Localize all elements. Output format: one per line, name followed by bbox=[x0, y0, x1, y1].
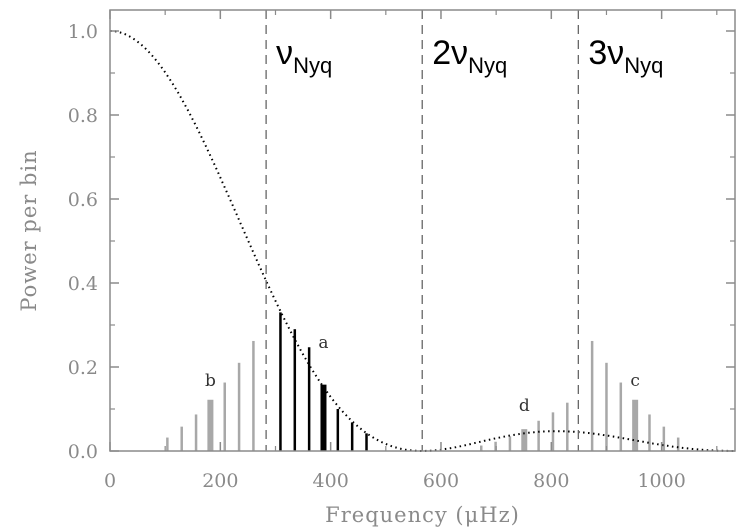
peak-annotation: b bbox=[205, 371, 216, 391]
bar bbox=[566, 402, 569, 451]
bar bbox=[194, 414, 198, 451]
bar bbox=[551, 412, 555, 451]
bar bbox=[207, 399, 214, 451]
x-tick-label: 400 bbox=[313, 470, 349, 492]
nyquist-label-symbol: ν bbox=[451, 34, 468, 72]
bar bbox=[537, 420, 540, 451]
bar bbox=[279, 312, 282, 451]
y-tick-label: 0.2 bbox=[68, 357, 98, 379]
plot-frame bbox=[109, 9, 736, 452]
peak-annotations: b a d c bbox=[205, 333, 640, 416]
bar bbox=[605, 362, 608, 451]
bar bbox=[365, 433, 368, 451]
bar bbox=[252, 340, 255, 451]
bar bbox=[180, 426, 183, 451]
bar bbox=[619, 382, 623, 451]
bar bbox=[676, 437, 680, 451]
axis-ticks: 0 200 400 600 800 1000 0.0 0.2 0.4 0.6 0.8 1.0 bbox=[68, 10, 735, 492]
bar bbox=[662, 426, 666, 451]
peak-annotation: c bbox=[630, 371, 640, 391]
bar bbox=[336, 409, 340, 451]
y-tick-label: 1.0 bbox=[68, 21, 98, 43]
x-tick-label: 1000 bbox=[637, 470, 685, 492]
nyquist-label-subscript: Nyq bbox=[293, 53, 332, 78]
x-tick-label: 200 bbox=[202, 470, 238, 492]
y-tick-label: 0.6 bbox=[68, 189, 98, 211]
bar bbox=[590, 340, 594, 451]
y-axis-title: Power per bin bbox=[17, 149, 41, 311]
nyquist-label-symbol: ν bbox=[276, 34, 293, 72]
x-tick-label: 0 bbox=[104, 470, 116, 492]
peak-annotation: a bbox=[318, 333, 328, 353]
nyquist-label-subscript: Nyq bbox=[468, 53, 507, 78]
bar bbox=[521, 429, 528, 451]
bar bbox=[223, 382, 226, 451]
nyquist-label-multiplier: 3 bbox=[588, 34, 607, 72]
x-tick-label: 600 bbox=[423, 470, 459, 492]
bar bbox=[166, 437, 169, 451]
bar bbox=[648, 414, 651, 451]
nyquist-label-subscript: Nyq bbox=[624, 53, 663, 78]
sinc-envelope-curve bbox=[110, 30, 734, 452]
nyquist-label: 3νNyq bbox=[588, 34, 663, 78]
y-tick-label: 0.0 bbox=[68, 441, 98, 463]
bar bbox=[237, 362, 241, 451]
bar bbox=[350, 422, 354, 451]
nyquist-label: νNyq bbox=[276, 34, 332, 78]
bar bbox=[479, 445, 483, 451]
peak-annotation: d bbox=[519, 396, 530, 416]
nyquist-labels: νNyq 2νNyq 3νNyq bbox=[276, 34, 663, 78]
y-tick-label: 0.8 bbox=[68, 105, 98, 127]
bar bbox=[307, 347, 311, 451]
nyquist-label-multiplier: 2 bbox=[432, 34, 451, 72]
bar bbox=[320, 384, 327, 451]
bar bbox=[632, 399, 639, 451]
nyquist-label: 2νNyq bbox=[432, 34, 507, 78]
nyquist-lines bbox=[265, 10, 579, 451]
x-tick-label: 800 bbox=[533, 470, 569, 492]
nyquist-label-symbol: ν bbox=[607, 34, 624, 72]
bar bbox=[293, 329, 297, 451]
y-tick-label: 0.4 bbox=[68, 273, 98, 295]
x-axis-title: Frequency (μHz) bbox=[325, 503, 520, 527]
bar bbox=[508, 436, 512, 451]
